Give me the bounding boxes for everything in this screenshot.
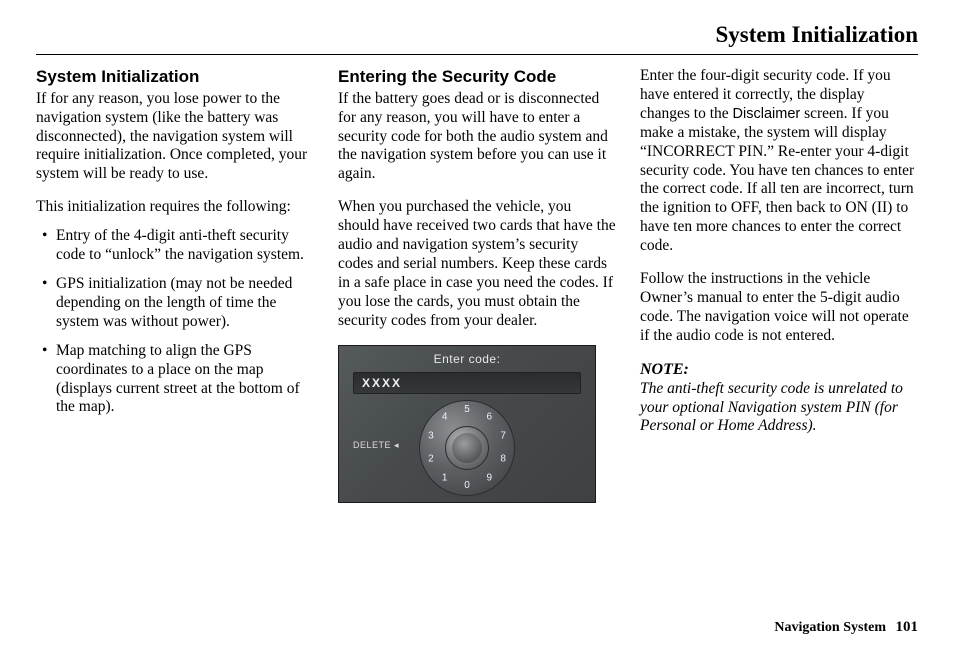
dial-digit-4: 4 [438, 410, 452, 424]
note-body: The anti-theft security code is unrelate… [640, 380, 903, 435]
dial-digit-3: 3 [424, 429, 438, 443]
col2-para-1: If the battery goes dead or is disconnec… [338, 90, 616, 185]
screen-code-field: XXXX [353, 372, 581, 394]
col3-para-1: Enter the four-digit security code. If y… [640, 67, 918, 256]
footer-page-number: 101 [896, 619, 919, 635]
enter-code-screenshot: Enter code: XXXX DELETE ◂ 0 1 2 3 4 5 6 … [338, 345, 596, 503]
column-3: Enter the four-digit security code. If y… [640, 67, 918, 503]
dial-digit-0: 0 [460, 479, 474, 493]
heading-entering-security-code: Entering the Security Code [338, 67, 616, 88]
note-label: NOTE: [640, 361, 689, 378]
dial-digit-2: 2 [424, 452, 438, 466]
dial-digit-5: 5 [460, 403, 474, 417]
dial-digit-6: 6 [482, 410, 496, 424]
col3-para-1b: screen. If you make a mistake, the syste… [640, 105, 914, 254]
dial-digit-1: 1 [438, 471, 452, 485]
note-block: NOTE: The anti-theft security code is un… [640, 360, 918, 437]
content-columns: System Initialization If for any reason,… [36, 67, 918, 503]
col1-para-1: If for any reason, you lose power to the… [36, 90, 314, 185]
disclaimer-word: Disclaimer [733, 106, 801, 122]
column-2: Entering the Security Code If the batter… [338, 67, 616, 503]
col1-bullet-2: GPS initialization (may not be needed de… [40, 275, 314, 332]
dial-digit-8: 8 [496, 452, 510, 466]
col1-bullet-1: Entry of the 4-digit anti-theft security… [40, 227, 314, 265]
footer-label: Navigation System [774, 620, 886, 635]
screen-delete-label: DELETE ◂ [353, 440, 399, 451]
screen-dial: 0 1 2 3 4 5 6 7 8 9 [419, 400, 515, 496]
heading-system-initialization: System Initialization [36, 67, 314, 88]
col2-para-2: When you purchased the vehicle, you shou… [338, 198, 616, 330]
dial-center [445, 426, 489, 470]
running-header: System Initialization [36, 22, 918, 55]
col1-bullet-3: Map matching to align the GPS coordinate… [40, 342, 314, 418]
column-1: System Initialization If for any reason,… [36, 67, 314, 503]
col1-bullet-list: Entry of the 4-digit anti-theft security… [36, 227, 314, 417]
dial-digit-9: 9 [482, 471, 496, 485]
page-footer: Navigation System 101 [774, 619, 918, 636]
col3-para-2: Follow the instructions in the vehicle O… [640, 270, 918, 346]
dial-digit-7: 7 [496, 429, 510, 443]
screen-title: Enter code: [339, 346, 595, 367]
col1-para-2: This initialization requires the followi… [36, 198, 314, 217]
